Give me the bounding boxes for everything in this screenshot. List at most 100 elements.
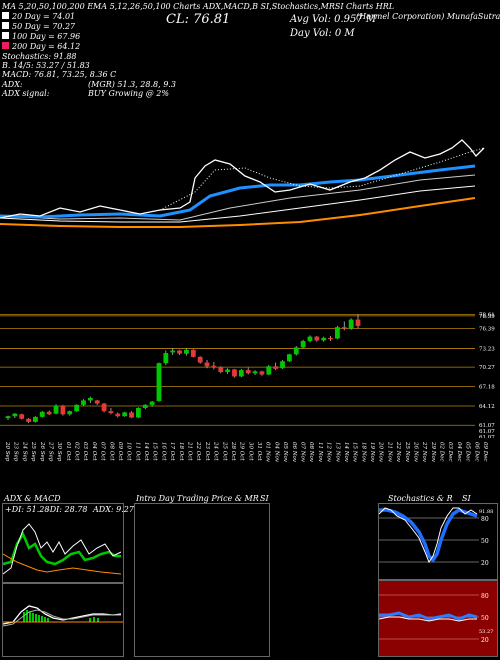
swatch-icon xyxy=(2,12,9,19)
date-label: 03 Dec xyxy=(447,442,453,462)
date-label: 30 Sep xyxy=(56,442,62,462)
ma-legend-item: 50 Day = 70.27 xyxy=(2,22,116,32)
intraday-si: SI xyxy=(260,494,269,503)
day-volume: Day Vol: 0 M xyxy=(290,28,355,39)
adx-line xyxy=(3,553,122,575)
swatch-icon xyxy=(2,42,9,49)
adx-signal-value: BUY Growing @ 2% xyxy=(88,89,169,98)
stoch-k-line xyxy=(379,507,478,564)
candle-body xyxy=(232,369,237,377)
adx-label: ADX: xyxy=(2,80,23,89)
candle-body xyxy=(321,337,327,341)
rsi-tick-20: 20 xyxy=(481,637,489,644)
candle-body xyxy=(259,371,265,375)
ma-legend-item: 100 Day = 67.96 xyxy=(2,32,116,42)
intraday-title: Intra Day Trading Price & MR xyxy=(136,494,259,503)
ma-label: 100 Day = 67.96 xyxy=(12,32,81,41)
date-label: 04 Oct xyxy=(91,442,97,461)
date-label: 06 Dec xyxy=(473,442,479,462)
ma-100-line xyxy=(0,185,476,223)
price-axis-label: 78.39 xyxy=(479,314,495,320)
mrsi-line xyxy=(379,616,477,622)
price-axis-label: 76.39 xyxy=(479,326,495,332)
minus-di-line xyxy=(3,523,122,575)
rsi-tick-50: 50 xyxy=(481,615,489,622)
date-label: 25 Nov xyxy=(404,441,410,463)
ma-label: 200 Day = 64.12 xyxy=(12,42,81,51)
candle-body xyxy=(190,349,196,357)
ma-20-line xyxy=(0,164,476,219)
date-label: 28 Oct xyxy=(230,441,236,461)
candle-body xyxy=(53,405,59,414)
ma-legend-item: 200 Day = 64.12 xyxy=(2,42,116,52)
candle-body xyxy=(341,327,347,329)
candle-body xyxy=(245,370,251,374)
stoch-si: SI xyxy=(462,494,471,503)
ma-legend: 20 Day = 74.01 50 Day = 70.27 100 Day = … xyxy=(2,12,116,79)
candle-body xyxy=(197,356,203,363)
stochastics-lines: 80 50 20 91.88 xyxy=(379,507,493,567)
adx-val: ADX: 9.27 xyxy=(93,505,134,514)
date-label: 03 Oct xyxy=(82,442,88,461)
date-label: 18 Oct xyxy=(178,442,184,461)
rsi-lines: 80 50 20 53.27 xyxy=(379,593,493,644)
date-label: 07 Nov xyxy=(299,442,305,463)
candle-body xyxy=(87,397,93,401)
intraday-panel xyxy=(134,503,270,657)
stochastics-text: Stochastics: 91.88 xyxy=(2,52,77,61)
candle-body xyxy=(26,418,31,422)
price-axis-label: 64.12 xyxy=(479,404,495,410)
date-label: 24 Sep xyxy=(21,441,27,462)
date-label: 15 Nov xyxy=(352,442,358,463)
date-label: 11 Oct xyxy=(134,442,140,461)
candle-body xyxy=(286,354,292,362)
date-label: 26 Nov xyxy=(412,441,418,463)
candle-body xyxy=(60,405,66,415)
ema-dotted-line xyxy=(159,147,485,211)
date-label: 25 Sep xyxy=(30,441,36,462)
candle-body xyxy=(280,361,285,369)
candle-body xyxy=(33,416,38,422)
date-label: 16 Oct xyxy=(160,442,166,461)
candle-body xyxy=(307,336,313,342)
date-label: 30 Oct xyxy=(247,442,253,461)
candle-body xyxy=(204,362,210,367)
candle-body xyxy=(273,366,279,369)
candle-body xyxy=(314,336,320,341)
date-label: 07 Oct xyxy=(100,442,106,461)
plus-di-line xyxy=(3,531,121,566)
date-label: 01 Nov xyxy=(265,442,271,463)
date-label: 12 Nov xyxy=(326,442,332,463)
swatch-icon xyxy=(2,32,9,39)
date-label: 10 Oct xyxy=(126,442,132,461)
rsi-value-label: 53.27 xyxy=(479,629,493,635)
candle-body xyxy=(142,404,148,408)
candle-body xyxy=(266,366,272,375)
adx-lines xyxy=(3,523,122,575)
date-label: 26 Sep xyxy=(39,441,45,462)
candle-body xyxy=(211,365,217,367)
date-label: 23 Sep xyxy=(13,441,19,462)
candle-body xyxy=(156,363,162,402)
candle-body xyxy=(135,408,141,418)
price-axis-label: 70.27 xyxy=(479,365,495,371)
candle-body xyxy=(5,416,11,419)
date-label: 14 Oct xyxy=(143,442,149,461)
candle-body xyxy=(108,411,114,414)
candle-body xyxy=(293,347,299,355)
rsi-panel: 80 50 20 53.27 xyxy=(378,580,498,657)
ma-label: 20 Day = 74.01 xyxy=(12,12,76,21)
close-price: CL: 76.81 xyxy=(166,12,231,27)
candle-body xyxy=(12,413,18,417)
date-label: 14 Nov xyxy=(343,442,349,463)
date-label: 02 Dec xyxy=(439,442,445,462)
macd-text: MACD: 76.81, 73.25, 8.36 C xyxy=(2,70,117,79)
candle-body xyxy=(355,319,361,326)
price-axis-label: 73.23 xyxy=(479,346,495,352)
date-label: 27 Sep xyxy=(47,441,53,462)
swatch-icon xyxy=(2,22,9,29)
stoch-d-line xyxy=(379,508,478,563)
price-axis-label: 67.18 xyxy=(479,385,495,391)
candle-body xyxy=(184,349,189,354)
candle-body xyxy=(238,370,244,377)
